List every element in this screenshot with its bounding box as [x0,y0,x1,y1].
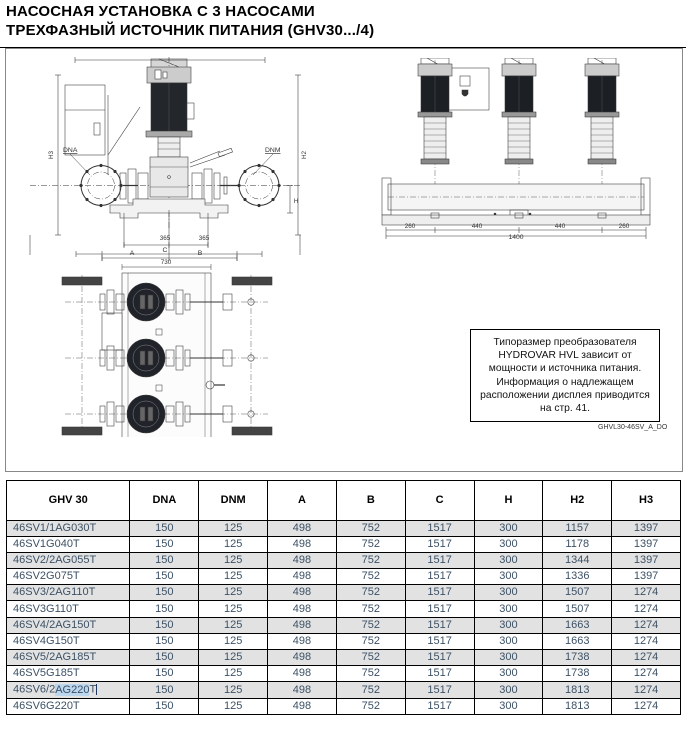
svg-text:H: H [294,198,299,205]
svg-text:C: C [163,247,168,254]
svg-text:440: 440 [555,223,566,230]
svg-text:DNA: DNA [63,147,78,154]
svg-text:H2: H2 [301,150,308,159]
svg-text:440: 440 [472,223,483,230]
svg-text:365: 365 [160,235,171,242]
svg-text:365: 365 [199,235,210,242]
svg-text:260: 260 [405,223,416,230]
svg-text:1400: 1400 [508,234,523,240]
svg-text:730: 730 [161,259,172,266]
svg-text:DNM: DNM [265,147,281,154]
svg-text:H3: H3 [48,150,55,159]
svg-text:260: 260 [619,223,630,230]
